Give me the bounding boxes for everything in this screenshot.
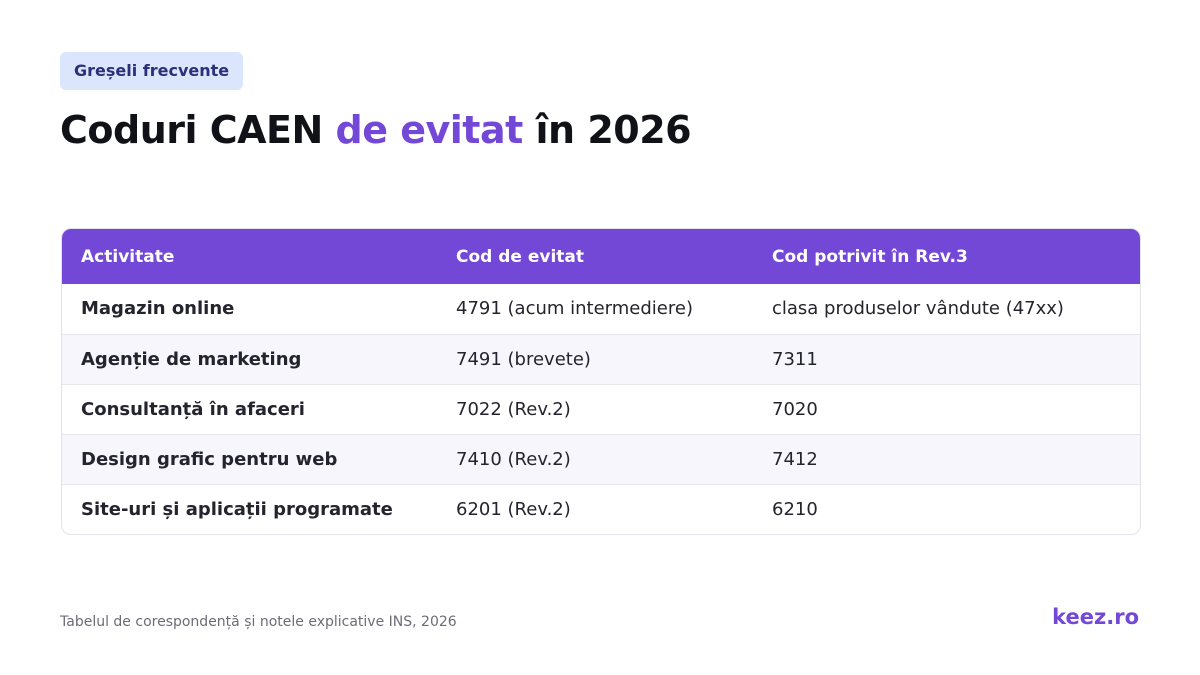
source-note: Tabelul de corespondență și notele expli… [60,614,457,630]
table-header-row: Activitate Cod de evitat Cod potrivit în… [62,229,1140,284]
title-part-2: în 2026 [522,108,692,152]
cell-code-to-avoid: 7022 (Rev.2) [437,383,753,434]
table-row: Magazin online 4791 (acum intermediere) … [62,284,1140,334]
cell-activity: Design grafic pentru web [62,433,437,484]
cell-code-to-avoid: 6201 (Rev.2) [437,483,753,534]
cell-correct-code: clasa produselor vândute (47xx) [772,298,1064,320]
category-badge: Greșeli frecvente [60,52,244,90]
cell-correct-code: 7412 [753,433,1140,484]
brand-logo: keez.ro [1052,605,1139,629]
title-accent: de evitat [335,108,524,152]
table-header: Activitate Cod de evitat Cod potrivit în… [62,229,1140,284]
table-row: Consultanță în afaceri 7022 (Rev.2) 7020 [62,383,1140,434]
caen-codes-table: Activitate Cod de evitat Cod potrivit în… [61,228,1141,535]
cell-code-to-avoid: 7491 (brevete) [437,333,753,384]
cell-correct-code: 6210 [753,483,1140,534]
table-row: Agenție de marketing 7491 (brevete) 7311 [62,333,1140,384]
title-part-1: Coduri CAEN [60,108,336,152]
cell-activity: Agenție de marketing [62,333,437,384]
cell-code-to-avoid: 7410 (Rev.2) [437,433,753,484]
codes-table: Activitate Cod de evitat Cod potrivit în… [62,229,1140,534]
header-code-to-avoid: Cod de evitat [437,229,753,284]
cell-code-to-avoid: 4791 (acum intermediere) [456,298,693,320]
cell-activity: Consultanță în afaceri [62,383,437,434]
cell-correct-code: 7020 [753,383,1140,434]
cell-activity: Site-uri și aplicații programate [62,483,437,534]
cell-activity: Magazin online [81,298,235,320]
header-activity: Activitate [62,229,437,284]
page-title: Coduri CAEN de evitat în 2026 [60,104,692,156]
table-body: Magazin online 4791 (acum intermediere) … [62,284,1140,534]
header-correct-code: Cod potrivit în Rev.3 [753,229,1140,284]
cell-correct-code: 7311 [753,333,1140,384]
table-row: Site-uri și aplicații programate 6201 (R… [62,483,1140,534]
table-row: Design grafic pentru web 7410 (Rev.2) 74… [62,433,1140,484]
